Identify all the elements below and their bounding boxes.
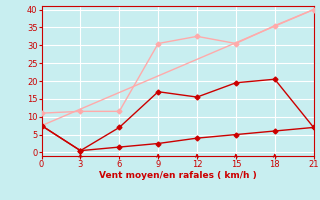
X-axis label: Vent moyen/en rafales ( km/h ): Vent moyen/en rafales ( km/h ): [99, 171, 256, 180]
